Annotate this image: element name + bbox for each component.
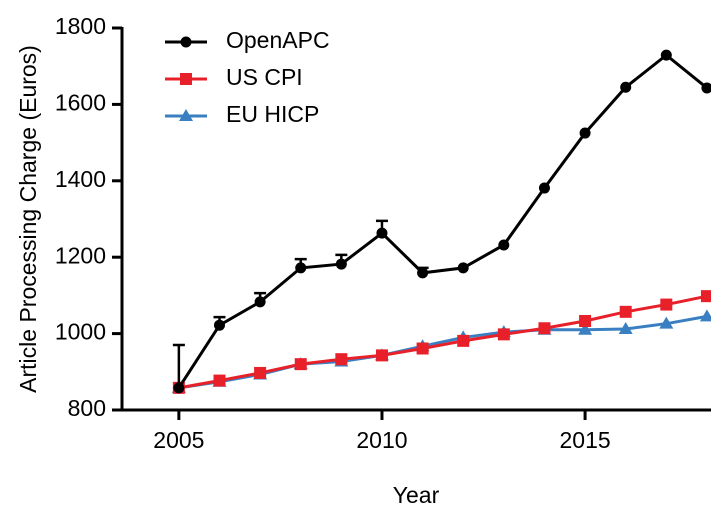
marker bbox=[179, 109, 193, 121]
marker bbox=[295, 262, 307, 274]
marker bbox=[659, 316, 674, 329]
marker bbox=[699, 309, 711, 322]
marker bbox=[335, 353, 348, 366]
marker bbox=[619, 305, 632, 318]
y-tick-label: 800 bbox=[68, 395, 106, 421]
marker bbox=[701, 82, 711, 94]
marker bbox=[538, 182, 550, 194]
marker bbox=[375, 349, 388, 362]
x-tick-label: 2015 bbox=[559, 427, 610, 453]
marker bbox=[254, 366, 267, 379]
marker bbox=[620, 81, 632, 93]
marker bbox=[660, 49, 672, 61]
marker bbox=[173, 382, 185, 394]
legend-label: EU HICP bbox=[226, 101, 319, 127]
y-tick-label: 1200 bbox=[55, 242, 106, 268]
legend-label: US CPI bbox=[226, 64, 303, 90]
y-tick-label: 1800 bbox=[55, 13, 106, 39]
marker bbox=[700, 290, 711, 303]
error-bar bbox=[172, 343, 185, 388]
legend-label: OpenAPC bbox=[226, 27, 330, 53]
marker bbox=[254, 296, 266, 308]
marker bbox=[335, 258, 347, 270]
marker bbox=[578, 322, 593, 335]
marker bbox=[457, 334, 470, 347]
marker bbox=[180, 36, 192, 48]
marker bbox=[180, 73, 192, 85]
marker bbox=[417, 267, 429, 279]
marker bbox=[294, 358, 307, 371]
marker bbox=[457, 262, 469, 274]
y-axis-label: Article Processing Charge (Euros) bbox=[15, 45, 41, 393]
marker bbox=[416, 342, 429, 355]
marker bbox=[376, 227, 388, 239]
marker bbox=[579, 314, 592, 327]
marker bbox=[497, 328, 510, 341]
x-axis-label: Year bbox=[393, 482, 440, 508]
marker bbox=[579, 127, 591, 139]
marker bbox=[538, 322, 551, 335]
marker bbox=[618, 322, 633, 335]
marker bbox=[498, 239, 510, 251]
x-tick-label: 2010 bbox=[356, 427, 407, 453]
marker bbox=[213, 374, 226, 387]
x-tick-label: 2005 bbox=[153, 427, 204, 453]
y-tick-label: 1400 bbox=[55, 166, 106, 192]
marker bbox=[213, 319, 225, 331]
series-line bbox=[178, 294, 708, 390]
plot-area bbox=[171, 49, 711, 394]
marker bbox=[660, 298, 673, 311]
y-tick-label: 1000 bbox=[55, 319, 106, 345]
series-line bbox=[177, 53, 708, 389]
y-tick-label: 1600 bbox=[55, 89, 106, 115]
